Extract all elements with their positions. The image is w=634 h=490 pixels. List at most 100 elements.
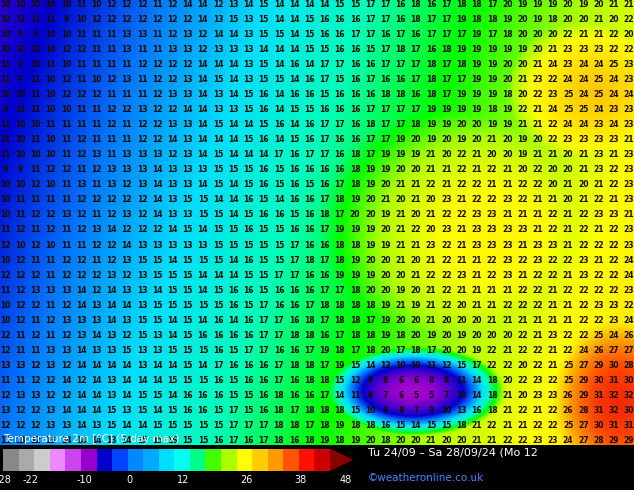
Text: 19: 19 bbox=[472, 60, 482, 69]
Text: 15: 15 bbox=[365, 45, 375, 54]
Text: 23: 23 bbox=[624, 105, 634, 114]
Text: 20: 20 bbox=[411, 331, 421, 340]
Text: 12: 12 bbox=[30, 270, 41, 280]
Text: 21: 21 bbox=[487, 316, 497, 325]
Text: 9: 9 bbox=[368, 376, 373, 385]
Text: 15: 15 bbox=[243, 301, 254, 310]
Text: 14: 14 bbox=[228, 60, 238, 69]
Text: 14: 14 bbox=[274, 0, 284, 9]
Text: 15: 15 bbox=[198, 256, 208, 265]
Text: 14: 14 bbox=[167, 361, 178, 370]
Text: 12: 12 bbox=[122, 15, 132, 24]
Text: 12: 12 bbox=[167, 0, 178, 9]
Text: 14: 14 bbox=[167, 225, 178, 235]
Polygon shape bbox=[190, 448, 205, 471]
Text: 19: 19 bbox=[365, 165, 375, 174]
Text: 21: 21 bbox=[472, 150, 482, 159]
Text: 15: 15 bbox=[259, 225, 269, 235]
Text: 12: 12 bbox=[137, 0, 147, 9]
Text: 16: 16 bbox=[274, 120, 284, 129]
Text: 21: 21 bbox=[533, 406, 543, 415]
Text: 11: 11 bbox=[76, 30, 86, 39]
Text: 11: 11 bbox=[15, 346, 25, 355]
Text: 13: 13 bbox=[137, 150, 147, 159]
Text: 20: 20 bbox=[502, 0, 512, 9]
Text: 20: 20 bbox=[609, 15, 619, 24]
Text: 17: 17 bbox=[228, 421, 238, 430]
Text: 21: 21 bbox=[472, 270, 482, 280]
Text: 24: 24 bbox=[624, 316, 634, 325]
Text: 16: 16 bbox=[228, 361, 238, 370]
Text: 12: 12 bbox=[107, 210, 117, 220]
Text: 12: 12 bbox=[30, 436, 41, 445]
Text: 21: 21 bbox=[609, 0, 619, 9]
Text: 17: 17 bbox=[304, 301, 314, 310]
Text: 22: 22 bbox=[472, 196, 482, 204]
Text: 17: 17 bbox=[426, 346, 436, 355]
Text: 11: 11 bbox=[46, 331, 56, 340]
Text: 11: 11 bbox=[61, 241, 71, 249]
Text: 24: 24 bbox=[624, 90, 634, 99]
Text: 14: 14 bbox=[198, 361, 208, 370]
Text: 16: 16 bbox=[350, 60, 360, 69]
Text: 22: 22 bbox=[593, 316, 604, 325]
Text: 14: 14 bbox=[122, 421, 132, 430]
Text: 21: 21 bbox=[441, 165, 451, 174]
Text: 16: 16 bbox=[304, 165, 314, 174]
Text: 18: 18 bbox=[304, 376, 314, 385]
Text: 20: 20 bbox=[456, 436, 467, 445]
Text: 21: 21 bbox=[502, 180, 512, 189]
Polygon shape bbox=[330, 448, 353, 471]
Text: 12: 12 bbox=[152, 135, 162, 144]
Text: 22: 22 bbox=[609, 180, 619, 189]
Text: 10: 10 bbox=[15, 0, 25, 9]
Text: 14: 14 bbox=[167, 391, 178, 400]
Text: 16: 16 bbox=[213, 391, 223, 400]
Text: 19: 19 bbox=[517, 0, 527, 9]
Text: 12: 12 bbox=[76, 256, 86, 265]
Text: 12: 12 bbox=[46, 165, 56, 174]
Text: 22: 22 bbox=[533, 301, 543, 310]
Text: 18: 18 bbox=[289, 331, 299, 340]
Text: 13: 13 bbox=[30, 391, 41, 400]
Text: 11: 11 bbox=[91, 256, 101, 265]
Text: 14: 14 bbox=[289, 30, 299, 39]
Text: 32: 32 bbox=[624, 391, 634, 400]
Text: 17: 17 bbox=[396, 346, 406, 355]
Text: 12: 12 bbox=[0, 346, 10, 355]
Text: 7: 7 bbox=[444, 391, 449, 400]
Text: 11: 11 bbox=[0, 376, 10, 385]
Text: 9: 9 bbox=[33, 30, 38, 39]
Text: 21: 21 bbox=[456, 286, 467, 294]
Text: 22: 22 bbox=[517, 406, 527, 415]
Text: 10: 10 bbox=[61, 0, 71, 9]
Text: 13: 13 bbox=[137, 241, 147, 249]
Text: 22: 22 bbox=[487, 165, 497, 174]
Text: 16: 16 bbox=[289, 376, 299, 385]
Text: 22: 22 bbox=[517, 346, 527, 355]
Text: 12: 12 bbox=[152, 15, 162, 24]
Text: 22: 22 bbox=[609, 241, 619, 249]
Text: 14: 14 bbox=[198, 316, 208, 325]
Text: 18: 18 bbox=[320, 210, 330, 220]
Text: 21: 21 bbox=[396, 256, 406, 265]
Text: 11: 11 bbox=[107, 60, 117, 69]
Text: 14: 14 bbox=[411, 421, 421, 430]
Text: 22: 22 bbox=[548, 376, 558, 385]
Text: 22: 22 bbox=[517, 376, 527, 385]
Text: 23: 23 bbox=[609, 210, 619, 220]
Text: 12: 12 bbox=[137, 120, 147, 129]
Text: 9: 9 bbox=[18, 30, 23, 39]
Text: 17: 17 bbox=[320, 286, 330, 294]
Text: 15: 15 bbox=[152, 316, 162, 325]
Text: 23: 23 bbox=[548, 391, 558, 400]
Text: 16: 16 bbox=[426, 45, 436, 54]
Text: 27: 27 bbox=[624, 346, 634, 355]
Text: 10: 10 bbox=[46, 135, 56, 144]
Text: 22: 22 bbox=[548, 406, 558, 415]
Text: 13: 13 bbox=[107, 165, 117, 174]
Text: 15: 15 bbox=[320, 90, 330, 99]
Text: 15: 15 bbox=[259, 30, 269, 39]
Text: 13: 13 bbox=[107, 270, 117, 280]
Text: 14: 14 bbox=[198, 225, 208, 235]
